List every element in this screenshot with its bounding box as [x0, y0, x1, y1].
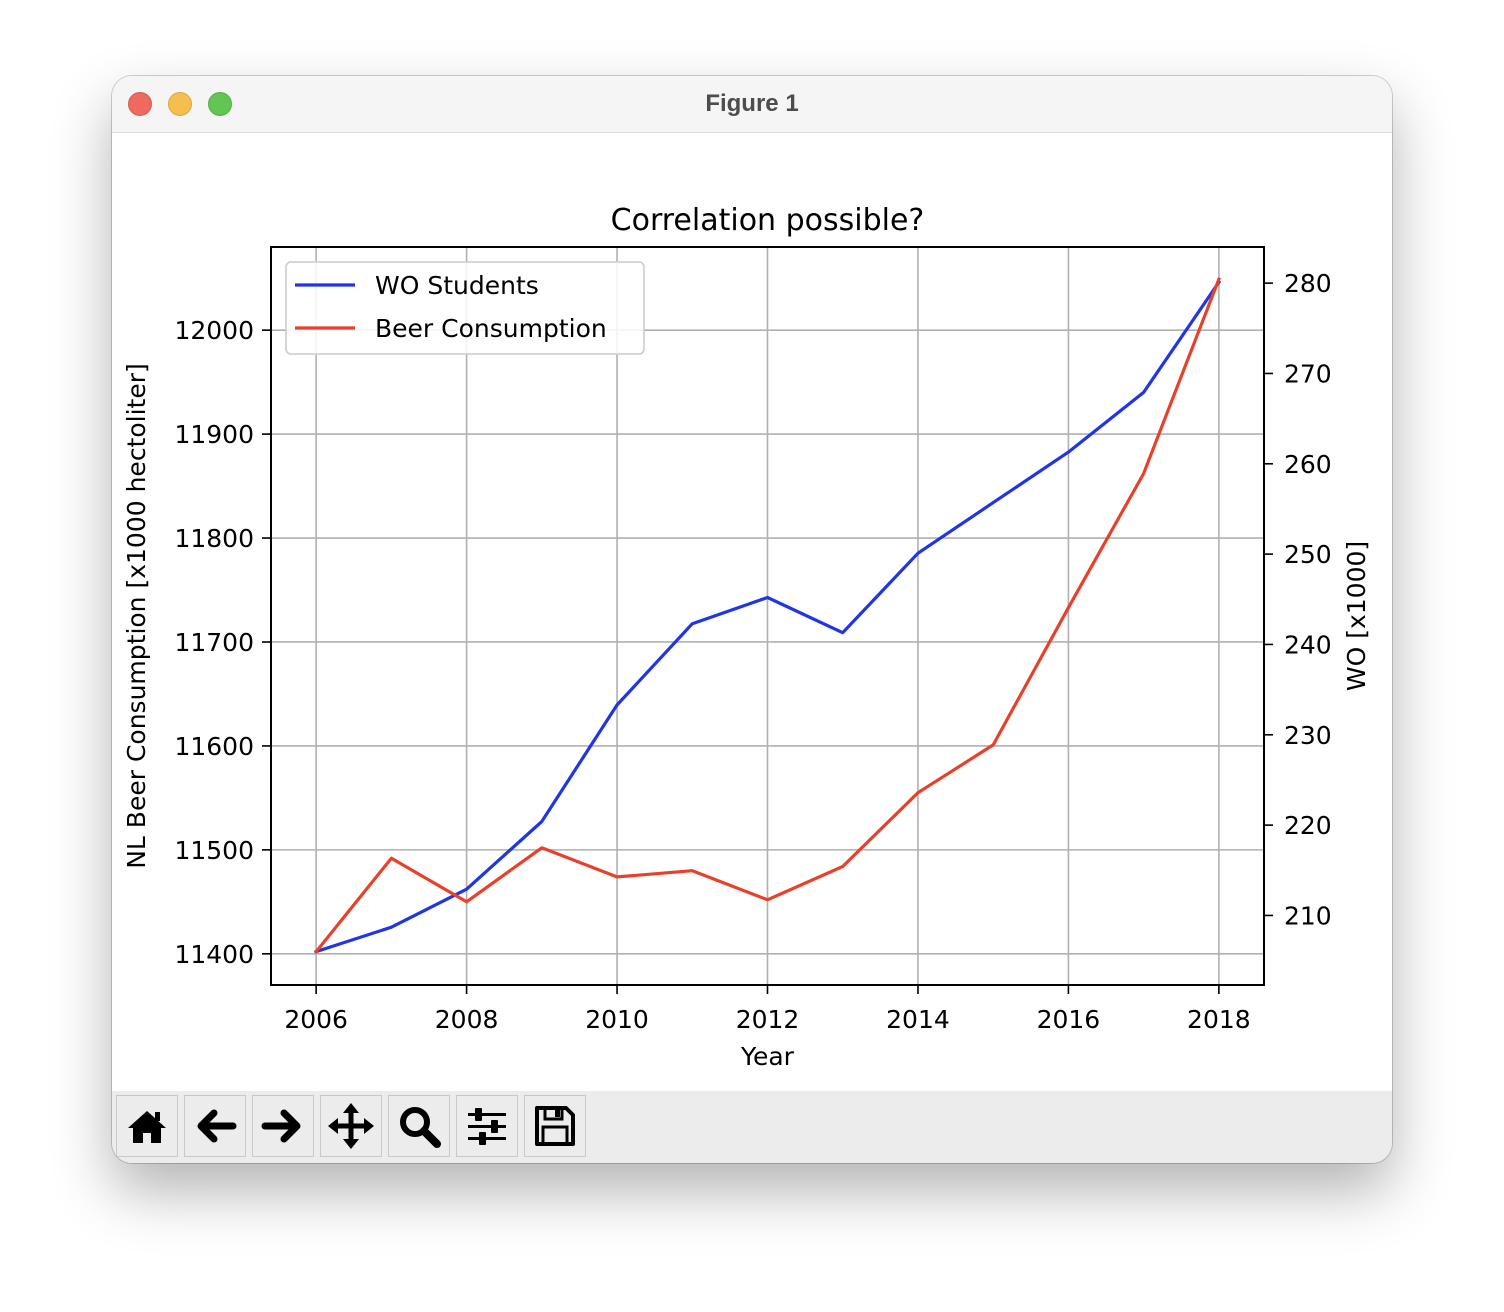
navigation-toolbar — [112, 1091, 1392, 1163]
back-button[interactable] — [184, 1095, 246, 1157]
close-window-button[interactable] — [128, 92, 152, 116]
magnifier-icon — [400, 1107, 441, 1148]
y-left-tick-label: 11500 — [174, 836, 254, 865]
pan-button[interactable] — [320, 1095, 382, 1157]
title-bar: Figure 1 — [112, 76, 1392, 133]
y-left-tick-label: 11700 — [174, 628, 254, 657]
x-tick-label: 2008 — [435, 1005, 499, 1034]
forward-button[interactable] — [252, 1095, 314, 1157]
series-line-beer-consumption — [313, 277, 1221, 954]
y-right-tick-label: 210 — [1284, 901, 1332, 930]
y-right-tick-label: 250 — [1284, 540, 1332, 569]
x-axis-label: Year — [740, 1042, 795, 1071]
y-left-tick-label: 12000 — [174, 316, 254, 345]
legend-box — [285, 261, 645, 355]
y-left-tick-label: 11900 — [174, 420, 254, 449]
legend-label: WO Students — [375, 271, 539, 300]
y-right-tick-label: 270 — [1284, 359, 1332, 388]
x-tick-label: 2018 — [1187, 1005, 1251, 1034]
move-icon — [328, 1103, 374, 1149]
legend-label: Beer Consumption — [375, 314, 607, 343]
arrow-right-icon — [261, 1109, 301, 1143]
y-left-tick-label: 11600 — [174, 732, 254, 761]
sliders-icon — [468, 1108, 506, 1145]
series-line-wo-students — [314, 279, 1222, 954]
figure-canvas: 2006 2008 2010 2012 2014 2016 2018 11400 11500 11… — [112, 133, 1392, 1091]
x-tick-label: 2014 — [886, 1005, 950, 1034]
x-tick-label: 2010 — [585, 1005, 649, 1034]
window-title: Figure 1 — [705, 90, 799, 117]
home-icon — [128, 1111, 166, 1143]
x-tick-label: 2012 — [736, 1005, 800, 1034]
figure-window: Figure 1 2006 2008 2010 2012 2014 2016 2018 114… — [112, 76, 1392, 1163]
x-tick-label: 2016 — [1037, 1005, 1101, 1034]
configure-subplots-button[interactable] — [456, 1095, 518, 1157]
floppy-disk-icon — [535, 1106, 575, 1146]
y-left-tick-label: 11400 — [174, 940, 254, 969]
y-right-tick-label: 220 — [1284, 811, 1332, 840]
arrow-left-icon — [197, 1109, 237, 1143]
y-right-tick-label: 240 — [1284, 630, 1332, 659]
y-right-tick-label: 280 — [1284, 269, 1332, 298]
minimize-window-button[interactable] — [168, 92, 192, 116]
save-button[interactable] — [524, 1095, 586, 1157]
x-tick-label: 2006 — [284, 1005, 348, 1034]
home-button[interactable] — [116, 1095, 178, 1157]
chart-title: Correlation possible? — [611, 203, 925, 238]
y-left-axis-label: NL Beer Consumption [x1000 hectoliter] — [122, 363, 151, 869]
chart: 2006 2008 2010 2012 2014 2016 2018 11400 11500 11… — [122, 203, 1371, 1071]
zoom-window-button[interactable] — [208, 92, 232, 116]
y-right-tick-label: 230 — [1284, 721, 1332, 750]
y-right-tick-label: 260 — [1284, 450, 1332, 479]
y-right-axis-label: WO [x1000] — [1342, 541, 1371, 691]
zoom-button[interactable] — [388, 1095, 450, 1157]
y-left-tick-label: 11800 — [174, 524, 254, 553]
